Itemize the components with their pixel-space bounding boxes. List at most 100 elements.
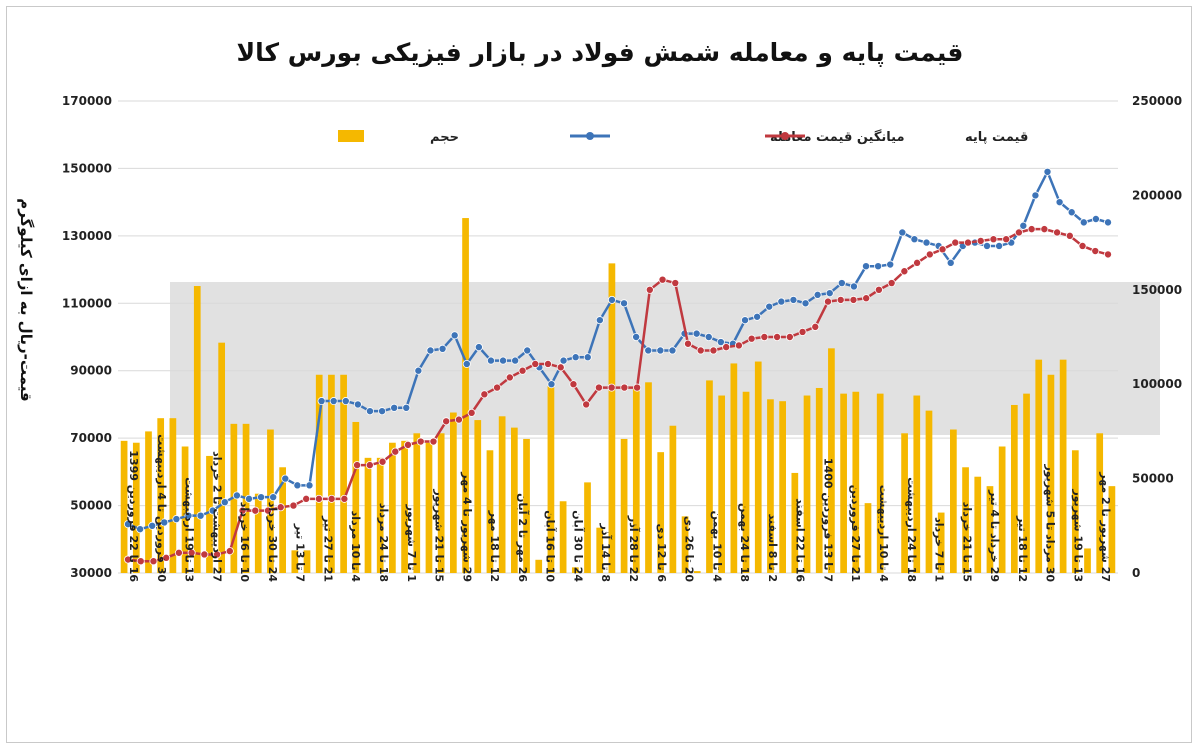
- base-price-point: [556, 363, 565, 372]
- volume-bar: [718, 395, 726, 573]
- x-tick-label: 15 تا 21 شهریور: [433, 488, 446, 582]
- volume-bar: [389, 442, 396, 573]
- y-tick-label-right: 200000: [1132, 188, 1182, 202]
- avg-price-point: [765, 302, 774, 311]
- avg-price-point: [849, 282, 858, 291]
- avg-price-point: [329, 397, 338, 406]
- base-price-point: [887, 279, 896, 288]
- base-price-point: [1091, 247, 1100, 256]
- y-tick-label-right: 50000: [1132, 472, 1174, 486]
- avg-price-point: [644, 346, 653, 355]
- base-price-point: [531, 359, 540, 368]
- base-price-point: [1002, 235, 1011, 244]
- volume-bar: [937, 512, 945, 573]
- volume-bar: [486, 450, 494, 573]
- x-tick-label: 29 شهریور تا 4 مهر: [460, 471, 473, 582]
- legend-swatch-marker: [586, 132, 594, 140]
- avg-price-point: [390, 403, 399, 412]
- x-tick-label: 29 خرداد تا 4 تیر: [988, 489, 1001, 582]
- base-price-point: [442, 417, 451, 426]
- base-price-point: [1040, 225, 1049, 234]
- x-tick-label: 4 تا 10 مرداد: [349, 511, 362, 583]
- avg-price-point: [632, 332, 641, 341]
- volume-bar: [840, 393, 847, 573]
- avg-price-point: [559, 356, 568, 365]
- avg-price-point: [293, 481, 302, 490]
- volume-bar: [742, 391, 750, 573]
- volume-bars: [120, 218, 1116, 573]
- volume-bar: [974, 476, 982, 573]
- base-price-point: [480, 390, 489, 399]
- avg-price-point: [886, 260, 895, 269]
- x-tick-label: 7 تا 13 فروردین 1400: [821, 458, 834, 582]
- volume-bar: [864, 503, 872, 573]
- avg-price-point: [305, 481, 314, 490]
- base-price-point: [785, 332, 794, 341]
- base-price-point: [314, 494, 323, 503]
- volume-bar: [950, 429, 957, 573]
- avg-price-point: [777, 297, 786, 306]
- avg-price-point: [353, 400, 362, 409]
- volume-bar: [1035, 359, 1043, 573]
- x-tick-label: 20 تا 26 دی: [683, 516, 696, 582]
- y-tick-label-left: 130000: [62, 229, 112, 243]
- avg-price-point: [269, 493, 278, 502]
- avg-price-point: [704, 332, 713, 341]
- y-axis-left: 30000 50000 70000 90000 110000 130000 150000 17…: [62, 94, 112, 580]
- base-price-point: [1053, 228, 1062, 237]
- base-price-point: [938, 245, 947, 254]
- base-price-point: [391, 447, 400, 456]
- x-tick-label: 10 تا 16 آبان: [544, 510, 558, 582]
- volume-bar: [254, 493, 262, 573]
- volume-bar: [267, 429, 274, 573]
- volume-bar: [584, 482, 591, 573]
- base-price-point: [658, 275, 667, 284]
- x-tick-label: 21 تا 27 فروردین: [849, 485, 862, 582]
- base-price-point: [302, 494, 311, 503]
- base-price-point: [964, 238, 973, 247]
- base-price-point: [645, 285, 654, 294]
- volume-bar: [657, 452, 665, 573]
- avg-price-point: [837, 279, 846, 288]
- avg-price-point: [136, 525, 145, 534]
- x-tick-label: 26 مهر تا 2 آبان: [516, 493, 530, 582]
- avg-price-point: [148, 521, 157, 530]
- avg-price-point: [813, 290, 822, 299]
- base-price-point: [518, 366, 527, 375]
- avg-price-point: [1019, 221, 1028, 230]
- volume-bar: [169, 418, 177, 573]
- base-price-point: [365, 461, 374, 470]
- volume-bar: [571, 567, 579, 573]
- avg-price-point: [208, 506, 217, 515]
- volume-bar: [1010, 404, 1018, 573]
- volume-bar: [1047, 374, 1055, 573]
- base-price-point: [862, 294, 871, 303]
- legend-swatch-volume: [338, 130, 364, 142]
- base-price-point: [747, 334, 756, 343]
- volume-bar: [523, 438, 530, 573]
- volume-bar: [413, 433, 421, 573]
- base-price-point: [340, 494, 349, 503]
- avg-price-point: [1091, 214, 1100, 223]
- volume-bar: [706, 380, 713, 573]
- volume-bar: [132, 442, 140, 573]
- base-price-point: [136, 557, 145, 566]
- base-price-point: [900, 267, 909, 276]
- avg-price-point: [898, 228, 907, 237]
- x-tick-label: 16 تا 22 اسفند: [794, 498, 807, 582]
- volume-bar: [1096, 433, 1104, 573]
- base-price-point: [798, 327, 807, 336]
- avg-price-point: [523, 346, 532, 355]
- avg-price-point: [341, 397, 350, 406]
- base-price-point: [620, 383, 629, 392]
- base-price-point: [289, 501, 298, 510]
- legend-label: میانگین قیمت معامله: [770, 129, 905, 145]
- avg-price-point: [1031, 191, 1040, 200]
- base-price-point: [874, 285, 883, 294]
- base-price-point: [124, 555, 133, 564]
- base-price-point: [582, 400, 591, 409]
- avg-price-point: [547, 380, 556, 389]
- y-tick-label-left: 70000: [70, 431, 112, 445]
- volume-bar: [620, 438, 628, 573]
- avg-price-point: [656, 346, 665, 355]
